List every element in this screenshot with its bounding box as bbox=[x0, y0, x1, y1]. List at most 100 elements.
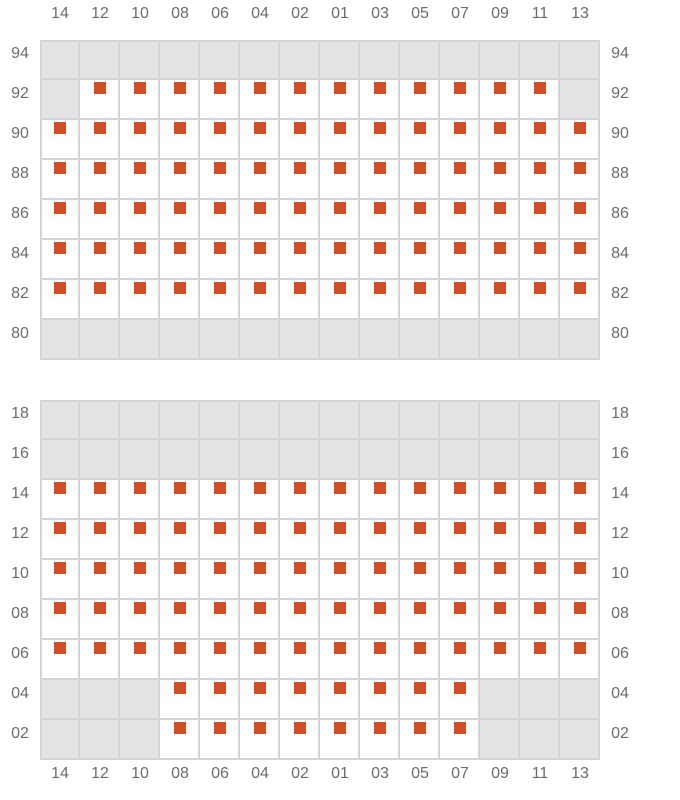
seat-06-01[interactable] bbox=[334, 642, 346, 654]
seat-04-04[interactable] bbox=[254, 682, 266, 694]
seat-84-03[interactable] bbox=[374, 242, 386, 254]
seat-90-11[interactable] bbox=[534, 122, 546, 134]
seat-06-13[interactable] bbox=[574, 642, 586, 654]
seat-10-11[interactable] bbox=[534, 562, 546, 574]
seat-82-09[interactable] bbox=[494, 282, 506, 294]
seat-84-13[interactable] bbox=[574, 242, 586, 254]
seat-82-01[interactable] bbox=[334, 282, 346, 294]
seat-82-03[interactable] bbox=[374, 282, 386, 294]
seat-02-01[interactable] bbox=[334, 722, 346, 734]
seat-88-10[interactable] bbox=[134, 162, 146, 174]
seat-02-07[interactable] bbox=[454, 722, 466, 734]
seat-10-04[interactable] bbox=[254, 562, 266, 574]
seat-90-03[interactable] bbox=[374, 122, 386, 134]
seat-86-12[interactable] bbox=[94, 202, 106, 214]
seat-10-13[interactable] bbox=[574, 562, 586, 574]
seat-86-08[interactable] bbox=[174, 202, 186, 214]
seat-82-04[interactable] bbox=[254, 282, 266, 294]
seat-86-06[interactable] bbox=[214, 202, 226, 214]
seat-08-08[interactable] bbox=[174, 602, 186, 614]
seat-10-09[interactable] bbox=[494, 562, 506, 574]
seat-02-03[interactable] bbox=[374, 722, 386, 734]
seat-08-12[interactable] bbox=[94, 602, 106, 614]
seat-12-02[interactable] bbox=[294, 522, 306, 534]
seat-86-13[interactable] bbox=[574, 202, 586, 214]
seat-12-04[interactable] bbox=[254, 522, 266, 534]
seat-90-14[interactable] bbox=[54, 122, 66, 134]
seat-88-01[interactable] bbox=[334, 162, 346, 174]
seat-90-08[interactable] bbox=[174, 122, 186, 134]
seat-14-11[interactable] bbox=[534, 482, 546, 494]
seat-82-06[interactable] bbox=[214, 282, 226, 294]
seat-82-08[interactable] bbox=[174, 282, 186, 294]
seat-06-06[interactable] bbox=[214, 642, 226, 654]
seat-82-12[interactable] bbox=[94, 282, 106, 294]
seat-14-03[interactable] bbox=[374, 482, 386, 494]
seat-88-08[interactable] bbox=[174, 162, 186, 174]
seat-10-12[interactable] bbox=[94, 562, 106, 574]
seat-84-04[interactable] bbox=[254, 242, 266, 254]
seat-08-09[interactable] bbox=[494, 602, 506, 614]
seat-06-12[interactable] bbox=[94, 642, 106, 654]
seat-08-10[interactable] bbox=[134, 602, 146, 614]
seat-90-04[interactable] bbox=[254, 122, 266, 134]
seat-86-04[interactable] bbox=[254, 202, 266, 214]
seat-12-14[interactable] bbox=[54, 522, 66, 534]
seat-04-01[interactable] bbox=[334, 682, 346, 694]
seat-12-07[interactable] bbox=[454, 522, 466, 534]
seat-92-09[interactable] bbox=[494, 82, 506, 94]
seat-90-10[interactable] bbox=[134, 122, 146, 134]
seat-12-09[interactable] bbox=[494, 522, 506, 534]
seat-84-14[interactable] bbox=[54, 242, 66, 254]
seat-82-02[interactable] bbox=[294, 282, 306, 294]
seat-90-09[interactable] bbox=[494, 122, 506, 134]
seat-88-05[interactable] bbox=[414, 162, 426, 174]
seat-08-02[interactable] bbox=[294, 602, 306, 614]
seat-12-08[interactable] bbox=[174, 522, 186, 534]
seat-82-10[interactable] bbox=[134, 282, 146, 294]
seat-12-10[interactable] bbox=[134, 522, 146, 534]
seat-10-01[interactable] bbox=[334, 562, 346, 574]
seat-84-10[interactable] bbox=[134, 242, 146, 254]
seat-90-01[interactable] bbox=[334, 122, 346, 134]
seat-06-08[interactable] bbox=[174, 642, 186, 654]
seat-84-07[interactable] bbox=[454, 242, 466, 254]
seat-90-07[interactable] bbox=[454, 122, 466, 134]
seat-92-08[interactable] bbox=[174, 82, 186, 94]
seat-06-10[interactable] bbox=[134, 642, 146, 654]
seat-06-14[interactable] bbox=[54, 642, 66, 654]
seat-04-05[interactable] bbox=[414, 682, 426, 694]
seat-82-13[interactable] bbox=[574, 282, 586, 294]
seat-84-02[interactable] bbox=[294, 242, 306, 254]
seat-08-07[interactable] bbox=[454, 602, 466, 614]
seat-84-12[interactable] bbox=[94, 242, 106, 254]
seat-14-12[interactable] bbox=[94, 482, 106, 494]
seat-04-08[interactable] bbox=[174, 682, 186, 694]
seat-92-02[interactable] bbox=[294, 82, 306, 94]
seat-88-07[interactable] bbox=[454, 162, 466, 174]
seat-90-13[interactable] bbox=[574, 122, 586, 134]
seat-10-05[interactable] bbox=[414, 562, 426, 574]
seat-04-07[interactable] bbox=[454, 682, 466, 694]
seat-92-11[interactable] bbox=[534, 82, 546, 94]
seat-10-08[interactable] bbox=[174, 562, 186, 574]
seat-08-03[interactable] bbox=[374, 602, 386, 614]
seat-10-14[interactable] bbox=[54, 562, 66, 574]
seat-08-01[interactable] bbox=[334, 602, 346, 614]
seat-88-12[interactable] bbox=[94, 162, 106, 174]
seat-08-04[interactable] bbox=[254, 602, 266, 614]
seat-14-02[interactable] bbox=[294, 482, 306, 494]
seat-02-06[interactable] bbox=[214, 722, 226, 734]
seat-84-11[interactable] bbox=[534, 242, 546, 254]
seat-82-14[interactable] bbox=[54, 282, 66, 294]
seat-88-09[interactable] bbox=[494, 162, 506, 174]
seat-86-03[interactable] bbox=[374, 202, 386, 214]
seat-12-12[interactable] bbox=[94, 522, 106, 534]
seat-02-05[interactable] bbox=[414, 722, 426, 734]
seat-82-05[interactable] bbox=[414, 282, 426, 294]
seat-92-12[interactable] bbox=[94, 82, 106, 94]
seat-14-06[interactable] bbox=[214, 482, 226, 494]
seat-84-08[interactable] bbox=[174, 242, 186, 254]
seat-14-05[interactable] bbox=[414, 482, 426, 494]
seat-14-08[interactable] bbox=[174, 482, 186, 494]
